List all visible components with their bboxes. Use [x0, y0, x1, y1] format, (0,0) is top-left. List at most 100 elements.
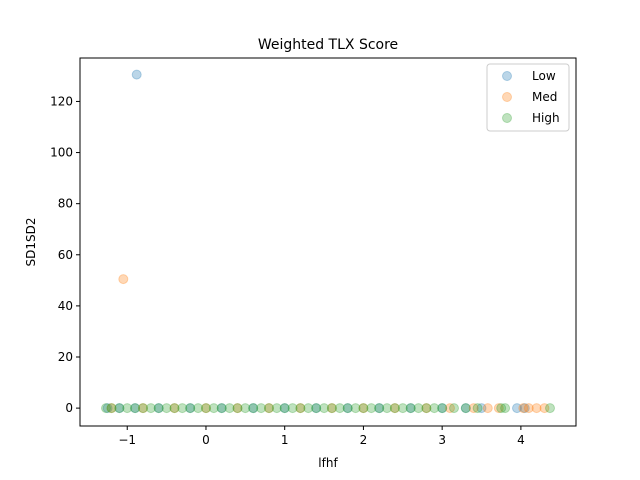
legend: Low Med High	[486, 63, 570, 132]
point-high	[500, 403, 511, 414]
point-high	[138, 403, 148, 414]
point-med	[482, 403, 493, 414]
legend-marker-high	[502, 113, 512, 123]
point-med	[389, 403, 400, 414]
point-high	[389, 403, 400, 414]
legend-frame	[486, 63, 570, 132]
point-high	[374, 403, 385, 414]
point-high	[271, 403, 282, 414]
x-tick-label: 0	[202, 433, 210, 447]
plot-frame	[79, 57, 577, 427]
point-high	[145, 403, 156, 414]
x-tick-label: −1	[118, 433, 136, 447]
point-med	[358, 403, 369, 414]
point-med	[468, 403, 479, 414]
points-layer	[101, 69, 555, 414]
point-high	[496, 403, 507, 414]
point-med	[232, 403, 243, 414]
point-high	[177, 403, 188, 414]
point-high	[358, 403, 369, 414]
point-high	[295, 403, 306, 414]
point-med	[138, 403, 148, 414]
point-high	[208, 403, 219, 414]
point-high	[279, 403, 290, 414]
point-low	[437, 403, 448, 414]
point-high	[122, 403, 133, 414]
point-med	[295, 403, 306, 414]
point-high	[240, 403, 251, 414]
x-tick-label: 1	[281, 433, 289, 447]
point-med	[201, 403, 211, 414]
point-high	[421, 403, 432, 414]
point-high	[153, 403, 164, 414]
point-high	[161, 403, 172, 414]
chart-title: Weighted TLX Score	[258, 37, 398, 53]
y-tick-label: 80	[58, 197, 73, 211]
y-tick-label: 60	[58, 248, 73, 262]
point-high	[326, 403, 337, 414]
point-med	[264, 403, 274, 414]
point-med	[118, 274, 129, 285]
point-high	[472, 403, 483, 414]
point-low	[460, 403, 471, 414]
point-high	[319, 403, 330, 414]
point-high	[545, 403, 555, 414]
point-high	[334, 403, 345, 414]
point-high	[342, 403, 353, 414]
point-high	[437, 403, 448, 414]
point-med	[493, 403, 504, 414]
point-high	[114, 403, 125, 414]
point-med	[518, 403, 529, 414]
legend-marker-low	[502, 71, 512, 81]
point-med	[445, 403, 455, 414]
y-tick-label: 0	[65, 401, 73, 415]
point-high	[185, 403, 196, 414]
point-high	[311, 403, 322, 414]
point-high	[413, 403, 424, 414]
y-axis-label: SD1SD2	[24, 218, 38, 267]
point-high	[256, 403, 267, 414]
y-tick-label: 40	[58, 299, 73, 313]
point-low	[102, 403, 113, 414]
legend-label-med: Med	[532, 90, 557, 104]
point-high	[350, 403, 361, 414]
point-med	[523, 403, 534, 414]
point-low	[216, 403, 227, 414]
point-med	[531, 403, 542, 414]
point-high	[232, 403, 243, 414]
point-high	[460, 403, 471, 414]
y-tick-label: 120	[50, 94, 73, 108]
point-high	[216, 403, 227, 414]
point-high	[201, 403, 211, 414]
point-med	[421, 403, 432, 414]
x-tick-label: 2	[360, 433, 368, 447]
legend-label-high: High	[532, 111, 560, 125]
point-low	[131, 69, 142, 80]
point-high	[382, 403, 392, 414]
point-med	[106, 403, 117, 414]
point-low	[311, 403, 322, 414]
point-high	[130, 403, 141, 414]
point-high	[264, 403, 274, 414]
point-high	[287, 403, 298, 414]
point-high	[366, 403, 377, 414]
legend-label-low: Low	[532, 69, 556, 83]
point-low	[512, 403, 522, 414]
point-low	[374, 403, 385, 414]
point-high	[224, 403, 235, 414]
point-high	[248, 403, 259, 414]
point-low	[476, 403, 487, 414]
point-low	[342, 403, 353, 414]
point-high	[405, 403, 416, 414]
point-low	[185, 403, 196, 414]
point-med	[169, 403, 180, 414]
point-low	[279, 403, 290, 414]
point-low	[519, 403, 530, 414]
legend-marker-med	[502, 92, 512, 102]
point-high	[397, 403, 408, 414]
point-low	[248, 403, 259, 414]
y-tick-label: 100	[50, 146, 73, 160]
point-low	[153, 403, 164, 414]
point-low	[130, 403, 141, 414]
